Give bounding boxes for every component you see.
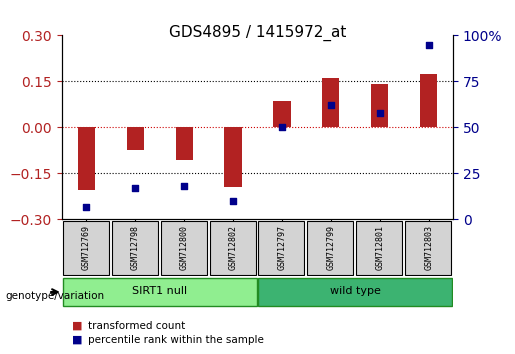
Point (131, 185, 139, 191)
Point (327, 103, 335, 108)
FancyBboxPatch shape (307, 221, 353, 275)
Bar (127, 127, 144, 150)
FancyBboxPatch shape (259, 221, 304, 275)
Bar (225, 127, 242, 187)
Text: ■: ■ (72, 335, 82, 345)
Bar (322, 78, 339, 127)
FancyBboxPatch shape (405, 221, 451, 275)
FancyBboxPatch shape (63, 221, 109, 275)
Text: GSM712799: GSM712799 (327, 225, 335, 270)
FancyBboxPatch shape (210, 221, 255, 275)
Text: GSM712769: GSM712769 (82, 225, 91, 270)
Text: GSM712800: GSM712800 (180, 225, 188, 270)
Point (82, 204, 91, 210)
Text: GSM712803: GSM712803 (424, 225, 433, 270)
Text: SIRT1 null: SIRT1 null (132, 286, 187, 296)
Point (375, 110, 384, 115)
Bar (420, 74, 437, 127)
Point (278, 125, 286, 130)
Text: GDS4895 / 1415972_at: GDS4895 / 1415972_at (169, 25, 346, 41)
Text: GSM712802: GSM712802 (229, 225, 237, 270)
Bar (371, 85, 388, 127)
Bar (176, 127, 193, 160)
Text: wild type: wild type (330, 286, 381, 296)
Text: percentile rank within the sample: percentile rank within the sample (88, 335, 264, 345)
Text: genotype/variation: genotype/variation (5, 291, 104, 301)
Point (424, 42, 433, 47)
Bar (273, 101, 290, 127)
Text: ■: ■ (72, 321, 82, 331)
FancyBboxPatch shape (161, 221, 207, 275)
FancyBboxPatch shape (356, 221, 402, 275)
Text: transformed count: transformed count (88, 321, 185, 331)
FancyBboxPatch shape (259, 278, 452, 306)
Point (229, 198, 237, 204)
Text: GSM712801: GSM712801 (375, 225, 384, 270)
Bar (78, 127, 95, 190)
FancyBboxPatch shape (112, 221, 158, 275)
FancyBboxPatch shape (63, 278, 256, 306)
Point (180, 183, 188, 189)
Text: GSM712797: GSM712797 (278, 225, 286, 270)
Text: GSM712798: GSM712798 (131, 225, 140, 270)
